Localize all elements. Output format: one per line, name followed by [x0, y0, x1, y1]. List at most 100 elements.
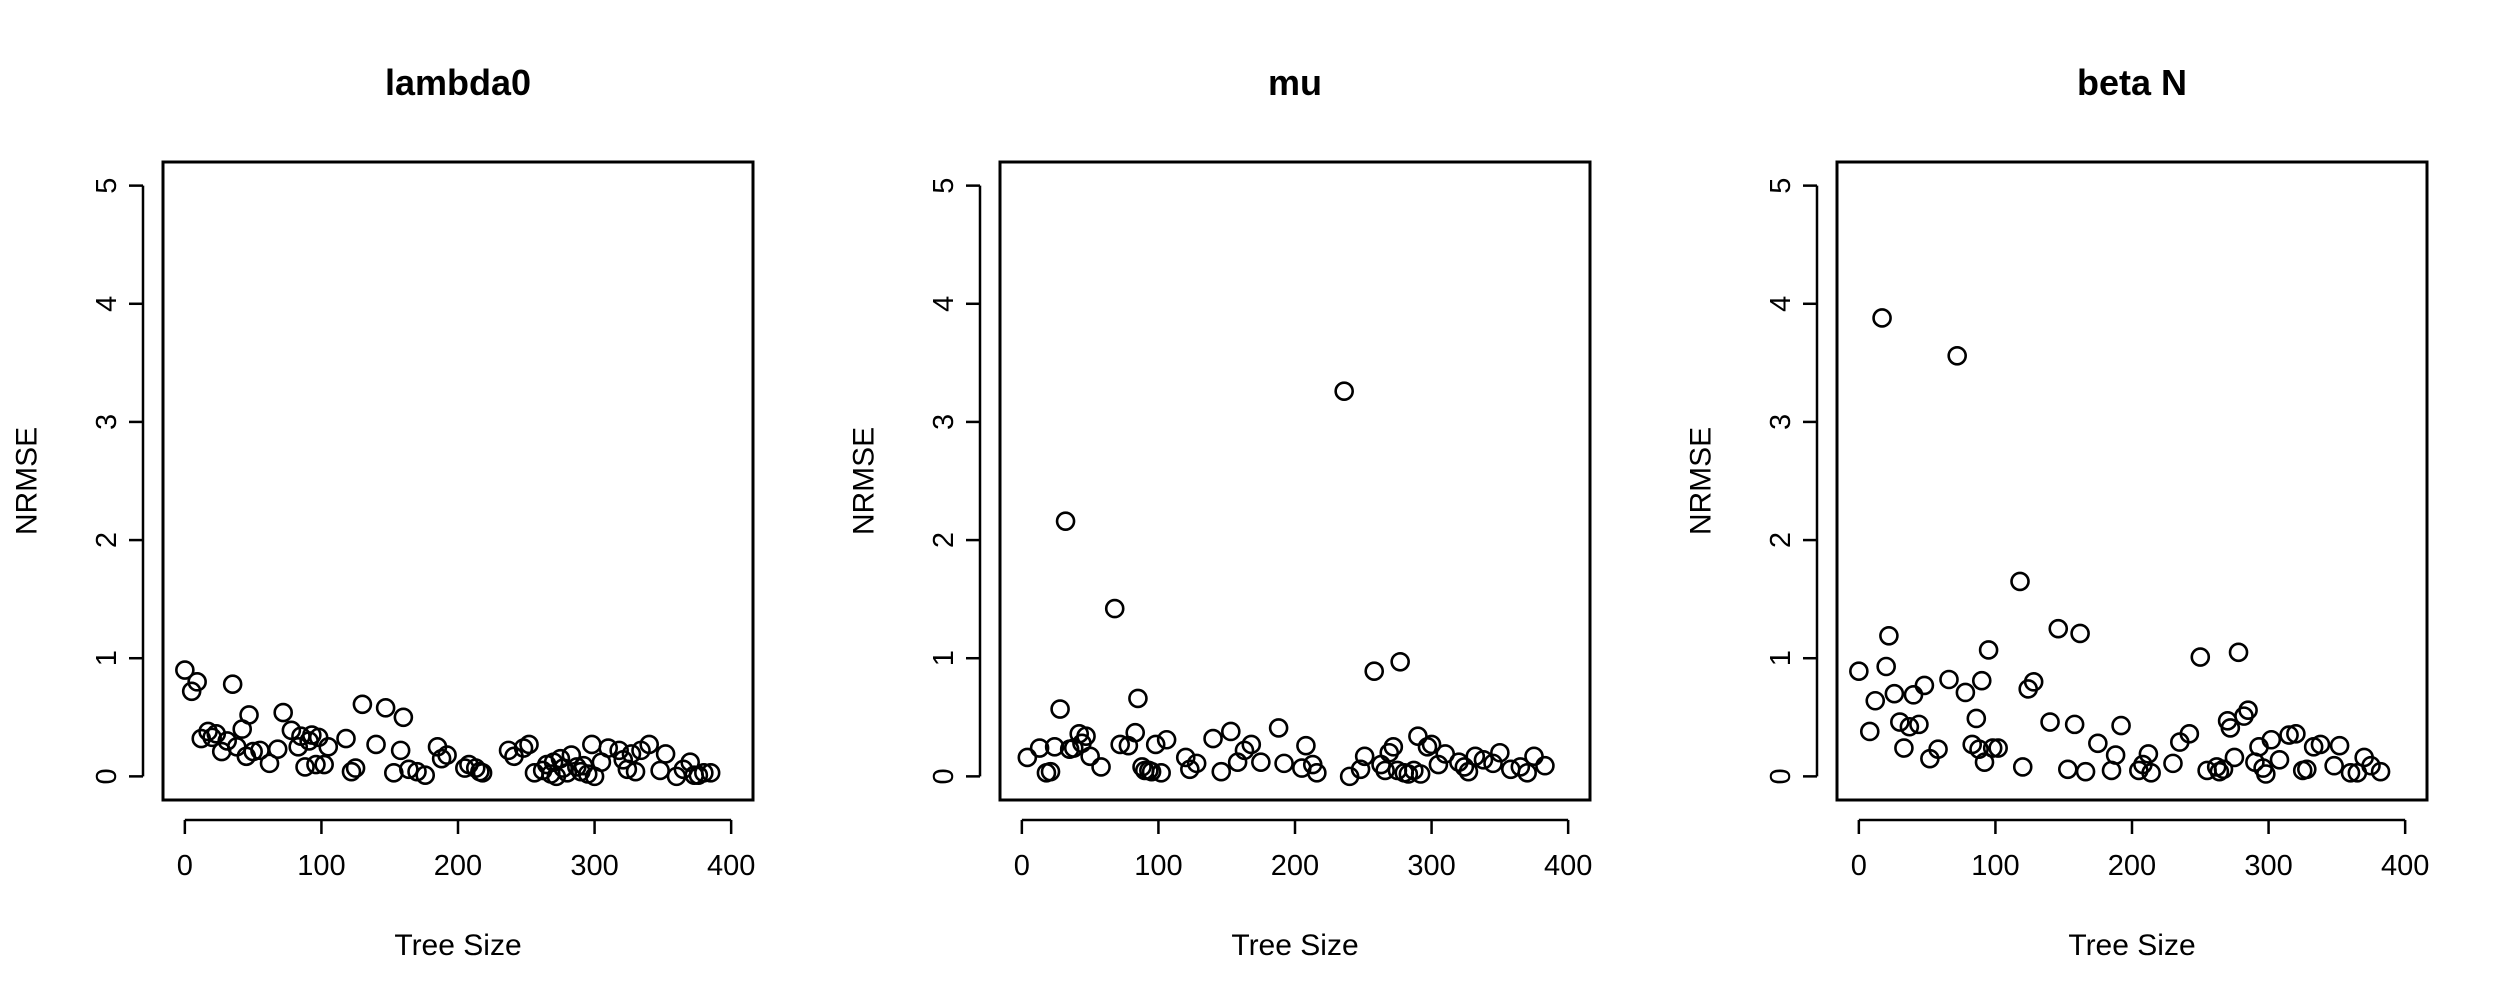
data-point	[2261, 729, 2282, 750]
data-point	[2224, 747, 2245, 768]
data-point	[1421, 734, 1442, 755]
data-point	[2163, 753, 2183, 774]
data-point	[259, 753, 280, 774]
data-point	[1899, 716, 1920, 737]
data-point	[1221, 721, 1241, 742]
data-point	[314, 754, 334, 775]
data-point	[2234, 706, 2254, 726]
panel-3: beta N 0 100 200 300 400 0 1 2 3 4 5 Tree Size NRMSE	[1685, 62, 2430, 962]
data-point	[2324, 755, 2344, 776]
data-point	[1151, 763, 1171, 783]
data-point	[1872, 308, 1892, 328]
data-point	[1350, 759, 1371, 780]
data-point	[2141, 763, 2161, 783]
x-tick-label: 0	[1851, 850, 1867, 882]
data-point	[1982, 738, 2003, 758]
x-tick-label: 300	[2244, 850, 2292, 882]
data-points	[1017, 381, 1555, 787]
y-tick-label: 1	[1765, 650, 1797, 666]
data-point	[700, 763, 721, 783]
data-point	[2279, 725, 2299, 745]
data-point	[1383, 737, 1404, 757]
data-point	[217, 731, 237, 751]
y-tick-label: 4	[928, 296, 960, 312]
data-point	[1894, 738, 1914, 758]
data-point	[1017, 747, 1038, 768]
data-point	[1971, 670, 1992, 691]
y-tick-label: 4	[1765, 296, 1797, 312]
y-tick-label: 2	[91, 532, 123, 548]
data-point	[1969, 739, 1989, 759]
data-point	[1428, 754, 1449, 775]
y-tick-label: 4	[91, 296, 123, 312]
data-point	[2297, 759, 2317, 780]
panel-2: mu 0 100 200 300 400 0 1 2 3 4 5 Tree Size NRMSE	[848, 62, 1593, 962]
data-point	[1091, 757, 1111, 777]
x-tick-label: 400	[707, 850, 755, 882]
data-point	[1104, 598, 1125, 619]
data-point	[1849, 661, 1869, 682]
data-point	[1966, 708, 1987, 729]
data-point	[2111, 715, 2131, 736]
chart-title: beta N	[2077, 62, 2187, 103]
data-point	[557, 763, 578, 783]
x-tick-label: 200	[2108, 850, 2156, 882]
data-point	[2329, 735, 2350, 756]
plot-frame	[998, 160, 1592, 802]
data-point	[1955, 682, 1976, 703]
data-point	[694, 763, 714, 783]
data-point	[1379, 742, 1400, 763]
y-tick-label: 1	[928, 650, 960, 666]
data-point	[2010, 571, 2030, 592]
data-point	[2138, 744, 2159, 764]
data-point	[1876, 656, 1896, 677]
data-point	[243, 741, 263, 762]
data-point	[2075, 761, 2096, 782]
x-axis-label: Tree Size	[1231, 929, 1358, 962]
data-point	[1268, 718, 1289, 738]
data-point	[1125, 722, 1146, 743]
data-point	[1483, 753, 1503, 774]
y-tick-label: 3	[1765, 414, 1797, 430]
data-point	[1076, 726, 1096, 747]
data-point	[295, 757, 315, 777]
data-point	[1914, 675, 1935, 696]
data-point	[345, 758, 366, 778]
panel-1: lambda0 0 100 200 300 400 0 1 2 3 4 5 Tree Size NRMSE	[11, 62, 756, 962]
data-point	[336, 728, 356, 749]
data-point	[561, 745, 582, 765]
data-point	[1080, 746, 1100, 767]
data-point	[2070, 623, 2090, 644]
data-point	[1044, 737, 1065, 757]
data-point	[2048, 618, 2069, 639]
x-tick-label: 400	[1544, 850, 1592, 882]
x-tick-label: 200	[1271, 850, 1319, 882]
data-point	[273, 702, 293, 723]
data-point	[2064, 714, 2085, 735]
data-point	[1928, 739, 1948, 759]
data-point	[2228, 642, 2249, 663]
data-point	[1524, 746, 1544, 767]
data-point	[1535, 755, 1555, 776]
chart-title: lambda0	[385, 62, 531, 103]
data-point	[1978, 640, 1999, 660]
data-point	[1890, 712, 1910, 732]
data-point	[1884, 683, 1905, 704]
x-tick-label: 300	[1407, 850, 1455, 882]
data-point	[655, 744, 676, 764]
data-point	[1128, 688, 1148, 709]
data-point	[1939, 669, 1959, 690]
data-point	[582, 734, 602, 755]
data-point	[1110, 734, 1130, 755]
data-point	[1390, 651, 1410, 672]
data-point	[187, 672, 207, 692]
data-point	[2286, 724, 2306, 744]
y-tick-label: 1	[91, 650, 123, 666]
data-point	[609, 740, 629, 761]
data-point	[472, 763, 493, 783]
data-point	[650, 760, 670, 781]
data-point	[222, 674, 243, 695]
data-point	[1141, 761, 1162, 782]
data-point	[1055, 511, 1076, 531]
y-tick-label: 2	[928, 532, 960, 548]
